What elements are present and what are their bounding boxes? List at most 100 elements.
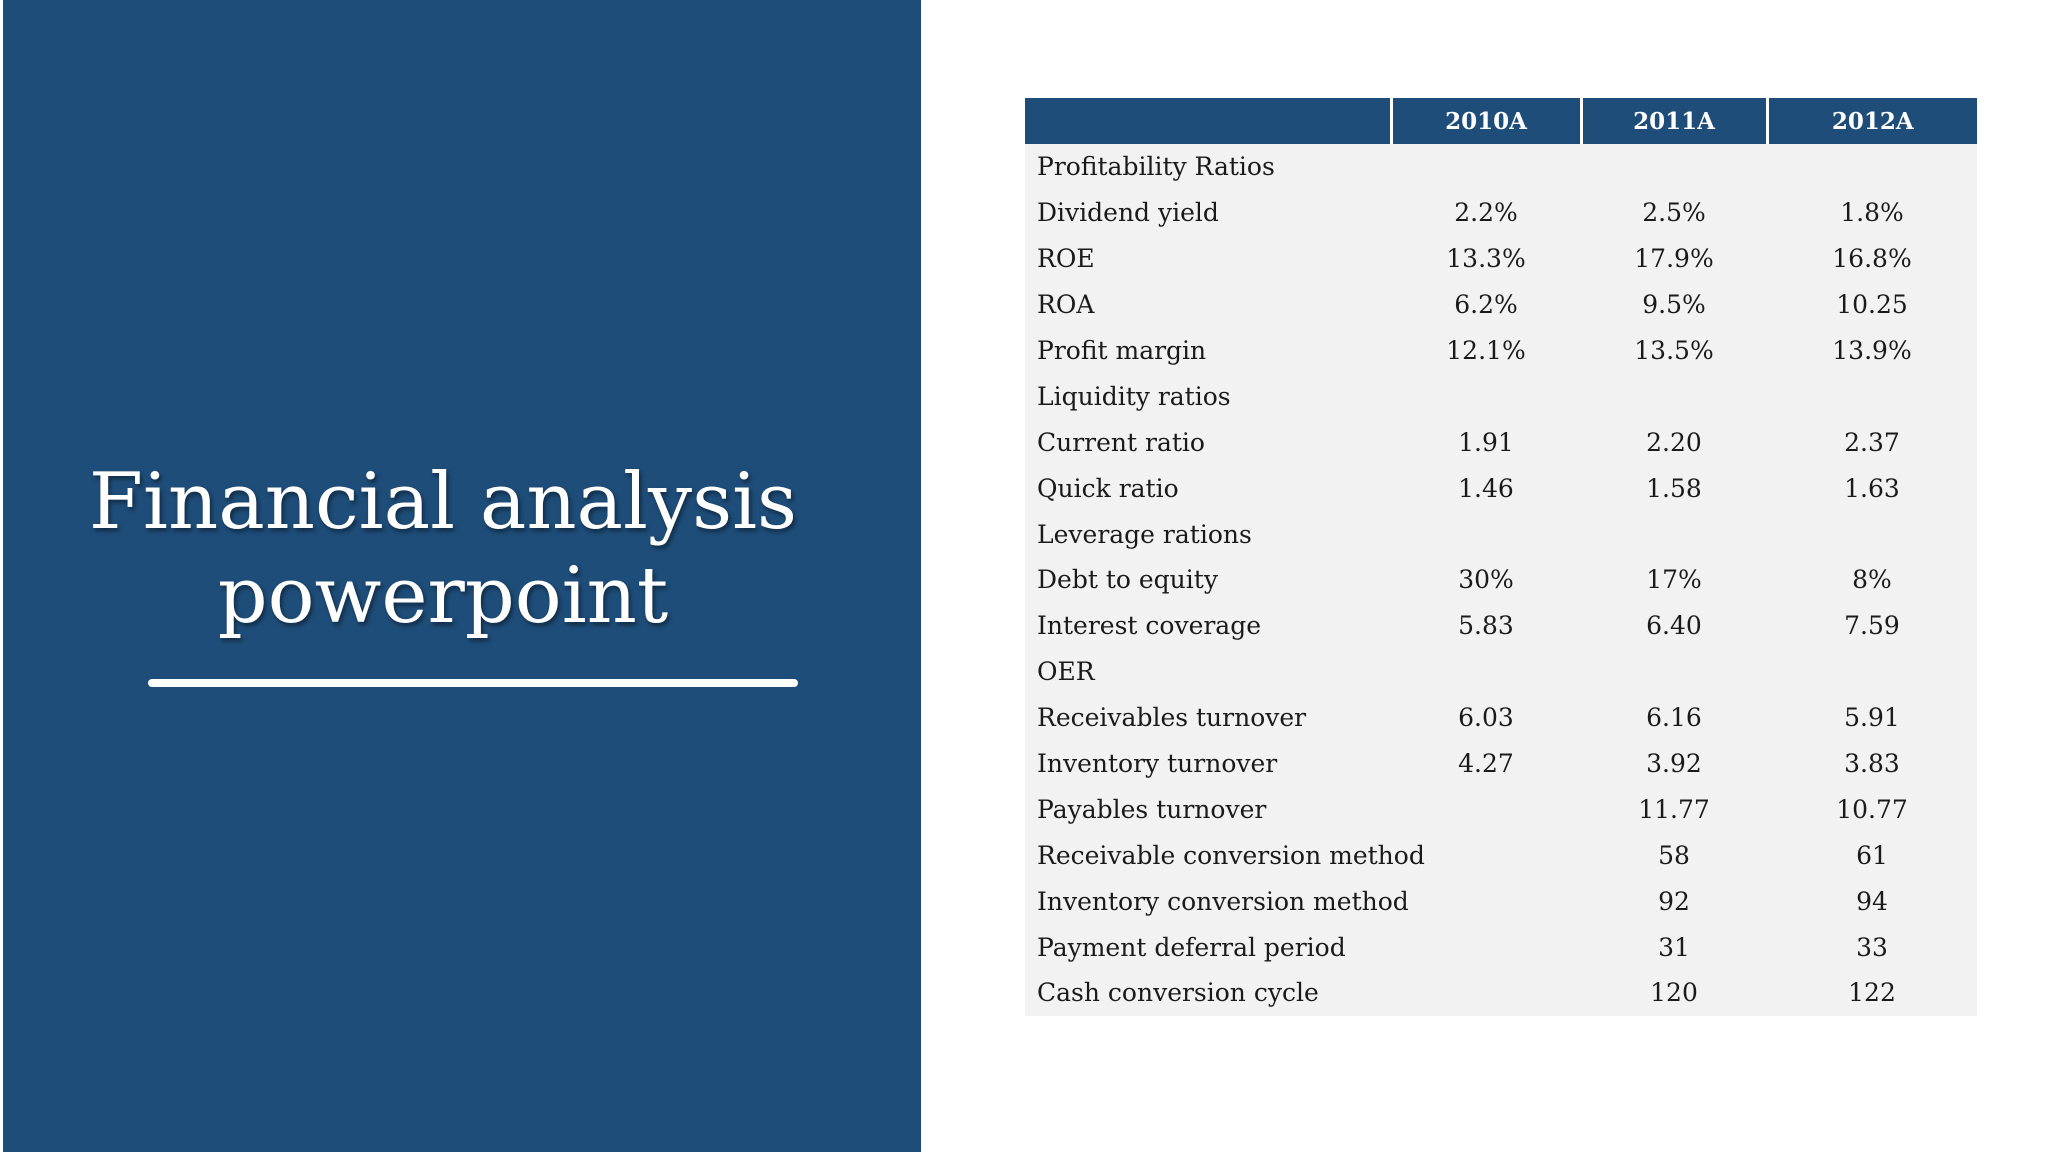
value-cell: 1.8% [1840,198,1904,228]
table-row: ROA 6.2% 9.5% 10.25 [1025,282,1977,328]
value-cell [1767,649,1977,695]
value-cell: 13.5% [1634,336,1714,365]
value-cell: 30% [1458,565,1514,595]
table-row: Interest coverage 5.83 6.40 7.59 [1025,603,1977,649]
row-label: Profit margin [1037,336,1207,365]
value-cell: 17% [1646,565,1702,595]
value-cell: 10.25 [1836,290,1908,320]
table-row: Receivables turnover 6.03 6.16 5.91 [1025,695,1977,741]
value-cell [1391,144,1581,190]
value-cell: 3.83 [1844,749,1900,779]
row-label: Debt to equity [1037,565,1218,595]
value-cell: 33 [1856,932,1888,962]
value-cell: 31 [1658,932,1690,962]
value-cell: 5.83 [1458,611,1514,641]
row-label: ROA [1037,290,1095,320]
table-row: Receivable conversion method 58 61 [1025,832,1977,878]
value-cell: 13.9% [1832,336,1912,365]
header-cell-year: 2010A [1389,98,1581,144]
slide-title: Financial analysis powerpoint [63,455,823,643]
value-cell: 61 [1856,840,1888,870]
value-cell: 6.03 [1458,703,1514,733]
value-cell: 13.3% [1446,244,1526,274]
title-panel: Financial analysis powerpoint [3,0,921,1152]
value-cell: 3.92 [1646,749,1702,779]
value-cell [1767,511,1977,557]
value-cell: 8% [1852,565,1892,595]
value-cell: 6.40 [1646,611,1702,641]
value-cell: 58 [1658,840,1690,870]
value-cell: 122 [1848,978,1896,1008]
value-cell: 1.46 [1458,473,1514,503]
table-row: Quick ratio 1.46 1.58 1.63 [1025,465,1977,511]
table-row: Liquidity ratios [1025,373,1977,419]
value-cell [1391,878,1581,924]
table-row: Dividend yield 2.2% 2.5% 1.8% [1025,190,1977,236]
value-cell [1581,649,1767,695]
slide-title-line-2: powerpoint [217,551,669,641]
value-cell [1767,144,1977,190]
row-label: Cash conversion cycle [1037,978,1319,1008]
value-cell: 92 [1658,886,1690,916]
value-cell: 9.5% [1642,290,1706,320]
row-label: Payment deferral period [1037,932,1346,962]
table-row: Inventory conversion method 92 94 [1025,878,1977,924]
value-cell: 1.91 [1458,427,1514,457]
row-label: Quick ratio [1037,473,1179,503]
value-cell [1391,649,1581,695]
value-cell: 1.63 [1844,473,1900,503]
row-label: OER [1037,657,1095,687]
value-cell [1581,144,1767,190]
value-cell [1767,373,1977,419]
slide-title-line-1: Financial analysis [88,457,798,547]
row-label: Current ratio [1037,427,1205,457]
row-label: Receivables turnover [1037,703,1307,733]
value-cell: 2.2% [1454,198,1518,228]
value-cell: 10.77 [1836,794,1908,824]
table-header-row: 2010A 2011A 2012A [1025,98,1977,144]
table-row: Current ratio 1.91 2.20 2.37 [1025,419,1977,465]
row-label: Inventory turnover [1037,749,1278,779]
table-row: Profit margin 12.1% 13.5% 13.9% [1025,328,1977,374]
row-label: Leverage rations [1037,519,1252,549]
table-row: Profitability Ratios [1025,144,1977,190]
value-cell: 120 [1650,978,1698,1008]
value-cell: 2.37 [1844,427,1900,457]
row-label: Dividend yield [1037,198,1219,228]
value-cell [1391,970,1581,1016]
table-body: Profitability Ratios Dividend yield 2.2% 2.… [1025,144,1977,1016]
value-cell: 6.16 [1646,703,1702,733]
header-cell-year: 2011A [1579,98,1767,144]
row-label: Profitability Ratios [1037,152,1275,182]
row-label: ROE [1037,244,1095,274]
value-cell: 1.58 [1646,473,1702,503]
table-row: ROE 13.3% 17.9% 16.8% [1025,236,1977,282]
table-row: Payables turnover 11.77 10.77 [1025,786,1977,832]
value-cell: 5.91 [1844,703,1900,733]
value-cell: 11.77 [1638,794,1710,824]
value-cell [1391,373,1581,419]
row-label: Receivable conversion method [1037,840,1425,870]
value-cell [1391,924,1581,970]
value-cell [1581,511,1767,557]
value-cell [1391,511,1581,557]
table-row: Inventory turnover 4.27 3.92 3.83 [1025,741,1977,787]
value-cell [1581,373,1767,419]
table-header: 2010A 2011A 2012A [1025,98,1977,144]
header-cell-label [1025,98,1391,144]
value-cell: 7.59 [1844,611,1900,641]
row-label: Inventory conversion method [1037,886,1409,916]
value-cell: 2.20 [1646,427,1702,457]
table-row: Leverage rations [1025,511,1977,557]
table-row: OER [1025,649,1977,695]
value-cell: 12.1% [1446,336,1526,365]
row-label: Interest coverage [1037,611,1262,641]
value-cell: 2.5% [1642,198,1706,228]
value-cell: 17.9% [1634,244,1714,274]
header-cell-year: 2012A [1765,98,1977,144]
row-label: Payables turnover [1037,794,1267,824]
table-row: Payment deferral period 31 33 [1025,924,1977,970]
value-cell: 6.2% [1454,290,1518,320]
value-cell: 16.8% [1832,244,1912,274]
